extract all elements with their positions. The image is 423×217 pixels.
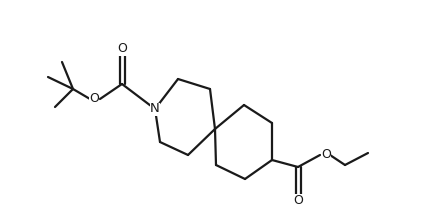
Text: N: N (150, 102, 160, 115)
Text: O: O (293, 194, 303, 207)
Text: O: O (117, 43, 127, 56)
Text: O: O (321, 148, 331, 161)
Text: O: O (89, 92, 99, 105)
